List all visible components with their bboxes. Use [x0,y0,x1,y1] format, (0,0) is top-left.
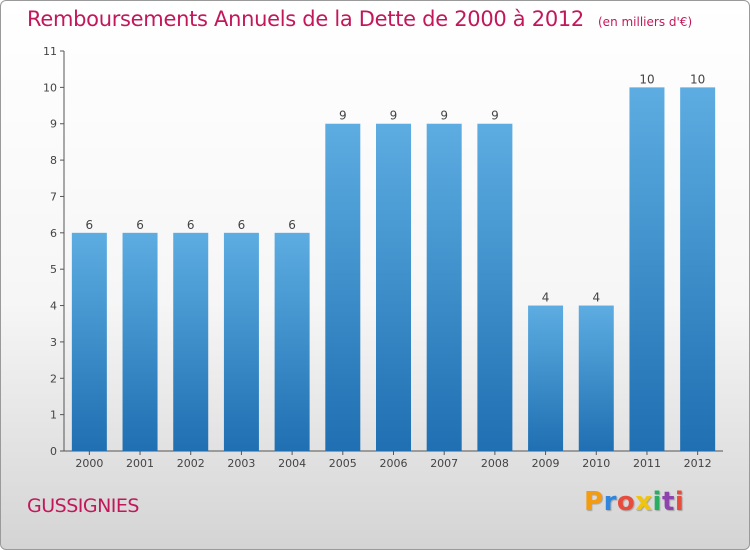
bar [528,305,564,451]
y-tick-label: 4 [50,300,57,313]
bar [122,232,158,451]
x-tick-label: 2012 [684,457,712,470]
proxiti-logo[interactable]: Proxiti [584,487,684,517]
bar [578,305,614,451]
chart-title: Remboursements Annuels de la Dette de 20… [27,7,692,31]
bar-value-label: 6 [86,218,94,232]
logo-letter: P [584,487,604,517]
logo-letter: t [661,487,675,517]
bar-value-label: 6 [288,218,296,232]
y-tick-label: 9 [50,118,57,131]
title-text: Remboursements Annuels de la Dette de 20… [27,7,584,31]
bar-value-label: 10 [690,72,705,86]
y-tick-label: 6 [50,227,57,240]
y-tick-label: 11 [43,45,57,58]
x-tick-label: 2011 [633,457,661,470]
x-tick-label: 2010 [582,457,610,470]
x-tick-label: 2005 [329,457,357,470]
bar-value-label: 6 [136,218,144,232]
logo-letter: x [635,487,653,517]
bar [426,123,462,452]
y-tick-label: 1 [50,409,57,422]
bar-value-label: 10 [639,72,654,86]
commune-name: GUSSIGNIES [27,495,139,517]
y-tick-label: 7 [50,190,57,203]
bar [629,87,665,451]
x-tick-label: 2003 [227,457,255,470]
x-tick-label: 2001 [126,457,154,470]
bar-value-label: 4 [592,291,600,305]
bar [274,232,310,451]
bar [477,123,513,452]
y-tick-label: 8 [50,154,57,167]
x-tick-label: 2000 [75,457,103,470]
x-tick-label: 2004 [278,457,306,470]
bar-value-label: 4 [542,291,550,305]
bar-value-label: 6 [187,218,195,232]
logo-letter: i [652,487,662,517]
axes: 0 1 2 3 4 5 6 7 8 9 10 11 2000 2001 2002 2003 2004 2005 20… [43,45,723,470]
x-tick-label: 2009 [532,457,560,470]
x-tick-label: 2006 [380,457,408,470]
logo-letter: r [603,487,617,517]
bar-value-label: 9 [339,109,347,123]
bar [71,232,107,451]
bars [71,87,716,452]
bar [325,123,361,452]
bar-value-label: 9 [390,109,398,123]
logo-letter: o [616,487,636,517]
x-tick-label: 2007 [430,457,458,470]
bar [223,232,259,451]
x-tick-label: 2008 [481,457,509,470]
bar-value-label: 9 [440,109,448,123]
bar-value-label: 6 [238,218,246,232]
bar [680,87,716,451]
unit-label: (en milliers d'€) [598,15,693,29]
y-tick-label: 2 [50,372,57,385]
logo-letter: i [674,487,685,517]
bar [173,232,209,451]
y-tick-label: 3 [50,336,57,349]
bar [376,123,411,452]
y-tick-label: 5 [50,263,57,276]
bar-value-label: 9 [491,109,499,123]
y-tick-label: 10 [43,81,57,94]
x-tick-label: 2002 [177,457,205,470]
y-tick-label: 0 [50,445,57,458]
data-labels: 6 6 6 6 6 9 9 9 9 4 4 10 10 [86,72,706,304]
